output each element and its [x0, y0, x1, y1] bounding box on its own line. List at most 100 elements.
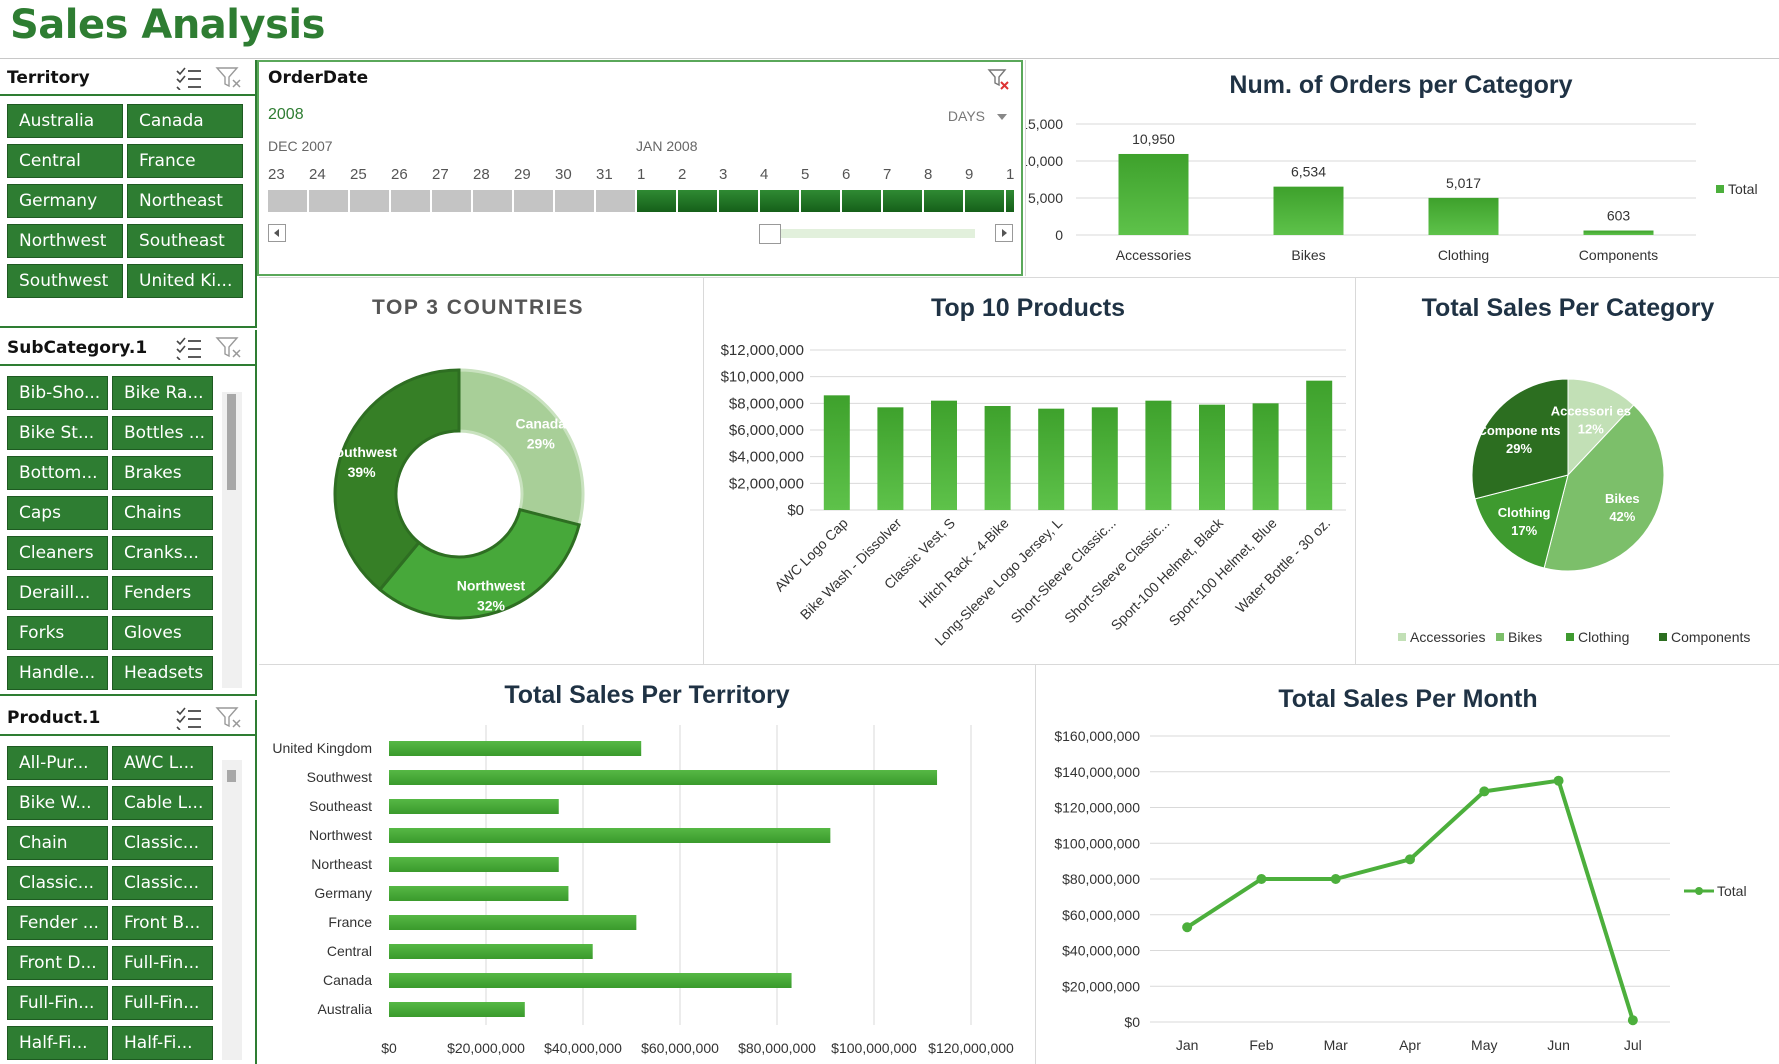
slicer-tile[interactable]: Full-Fin...: [112, 946, 213, 980]
multi-select-icon[interactable]: [175, 336, 203, 360]
slicer-tile[interactable]: United Ki...: [127, 264, 243, 298]
slicer-tile[interactable]: Southwest: [7, 264, 123, 298]
bar[interactable]: [389, 973, 792, 988]
slicer-tile[interactable]: Cleaners: [7, 536, 108, 570]
slicer-tile[interactable]: Full-Fin...: [7, 986, 108, 1020]
slicer-tile[interactable]: Northeast: [127, 184, 243, 218]
pie-slice[interactable]: [1471, 378, 1569, 500]
bar[interactable]: [1118, 153, 1189, 235]
data-point[interactable]: [1405, 854, 1415, 865]
bar[interactable]: [389, 1002, 525, 1017]
scroll-left-button[interactable]: [268, 224, 286, 242]
slicer-tile[interactable]: Cranks...: [112, 536, 213, 570]
timeline-day-segment[interactable]: [555, 190, 596, 212]
timeline-day-segment[interactable]: [678, 190, 719, 212]
slicer-tile[interactable]: All-Pur...: [7, 746, 108, 780]
data-point[interactable]: [1553, 775, 1564, 786]
timeline-day-segment[interactable]: [473, 190, 514, 212]
slicer-tile[interactable]: Northwest: [7, 224, 123, 258]
pie-slice[interactable]: [1567, 378, 1635, 477]
slicer-tile[interactable]: Bib-Sho...: [7, 376, 108, 410]
slicer-tile[interactable]: Bottom...: [7, 456, 108, 490]
slicer-tile[interactable]: Deraill...: [7, 576, 108, 610]
chevron-down-icon[interactable]: [997, 114, 1007, 120]
bar[interactable]: [1038, 408, 1065, 510]
slicer-tile[interactable]: Bike W...: [7, 786, 108, 820]
pie-slice[interactable]: [1474, 474, 1569, 569]
timeline-day-segment[interactable]: [596, 190, 637, 212]
slicer-tile[interactable]: Bottles ...: [112, 416, 213, 450]
bar[interactable]: [1091, 407, 1118, 510]
timeline-scroll-thumb[interactable]: [759, 224, 781, 244]
slicer-tile[interactable]: Headsets: [112, 656, 213, 690]
slicer-tile[interactable]: AWC L...: [112, 746, 213, 780]
slicer-tile[interactable]: Gloves: [112, 616, 213, 650]
slicer-tile[interactable]: Brakes: [112, 456, 213, 490]
slicer-tile[interactable]: Fender ...: [7, 906, 108, 940]
slicer-tile[interactable]: Germany: [7, 184, 123, 218]
slicer-tile[interactable]: Classic...: [112, 826, 213, 860]
donut-slice[interactable]: [333, 368, 461, 592]
slicer-tile[interactable]: Caps: [7, 496, 108, 530]
data-point[interactable]: [1627, 1015, 1638, 1026]
slicer-tile[interactable]: France: [127, 144, 243, 178]
bar[interactable]: [1199, 404, 1225, 510]
bar[interactable]: [823, 395, 850, 510]
bar[interactable]: [877, 407, 904, 510]
bar[interactable]: [1273, 186, 1344, 235]
subcategory-scroll-thumb[interactable]: [227, 394, 236, 490]
clear-filter-icon[interactable]: [215, 66, 243, 90]
clear-filter-icon[interactable]: [215, 336, 243, 360]
slicer-tile[interactable]: Fenders: [112, 576, 213, 610]
scroll-right-button[interactable]: [995, 224, 1013, 242]
multi-select-icon[interactable]: [175, 706, 203, 730]
timeline-scroll-track[interactable]: [779, 229, 975, 238]
donut-slice[interactable]: [457, 368, 585, 527]
timeline-level-dropdown[interactable]: DAYS: [947, 108, 985, 124]
slicer-tile[interactable]: Classic...: [112, 866, 213, 900]
bar[interactable]: [389, 741, 642, 756]
timeline-day-segment[interactable]: [309, 190, 350, 212]
bar[interactable]: [1306, 380, 1333, 510]
timeline-day-segment[interactable]: [432, 190, 473, 212]
bar[interactable]: [931, 400, 957, 510]
product-scrollbar[interactable]: [222, 760, 242, 1060]
data-point[interactable]: [1182, 922, 1193, 933]
timeline-day-segment[interactable]: [883, 190, 924, 212]
data-point[interactable]: [1330, 874, 1341, 884]
slicer-tile[interactable]: Half-Fi...: [7, 1026, 108, 1060]
clear-filter-icon[interactable]: [215, 706, 243, 730]
subcategory-scrollbar[interactable]: [222, 392, 242, 688]
slicer-tile[interactable]: Half-Fi...: [112, 1026, 213, 1060]
timeline-day-segment[interactable]: [719, 190, 760, 212]
pie-slice[interactable]: [1543, 404, 1665, 572]
bar[interactable]: [1428, 197, 1499, 235]
slicer-tile[interactable]: Chains: [112, 496, 213, 530]
slicer-tile[interactable]: Australia: [7, 104, 123, 138]
data-point[interactable]: [1256, 874, 1267, 884]
bar[interactable]: [389, 886, 569, 901]
slicer-tile[interactable]: Forks: [7, 616, 108, 650]
slicer-tile[interactable]: Chain: [7, 826, 108, 860]
series-line[interactable]: [1186, 778, 1635, 1021]
donut-slice[interactable]: [377, 507, 581, 620]
timeline-day-segment[interactable]: [391, 190, 432, 212]
slicer-tile[interactable]: Full-Fin...: [112, 986, 213, 1020]
bar[interactable]: [1145, 400, 1172, 510]
bar[interactable]: [984, 406, 1011, 510]
slicer-tile[interactable]: Handle...: [7, 656, 108, 690]
slicer-tile[interactable]: Southeast: [127, 224, 243, 258]
timeline-day-segment[interactable]: [268, 190, 309, 212]
timeline-day-segment[interactable]: [1006, 190, 1016, 212]
bar[interactable]: [389, 770, 938, 785]
timeline-day-segment[interactable]: [801, 190, 842, 212]
clear-filter-icon[interactable]: [987, 68, 1011, 92]
slicer-tile[interactable]: Canada: [127, 104, 243, 138]
slicer-tile[interactable]: Bike Ra...: [112, 376, 213, 410]
multi-select-icon[interactable]: [175, 66, 203, 90]
timeline-day-segment[interactable]: [924, 190, 965, 212]
product-scroll-thumb[interactable]: [227, 770, 236, 782]
bar[interactable]: [389, 944, 593, 959]
bar[interactable]: [389, 915, 637, 930]
slicer-tile[interactable]: Front D...: [7, 946, 108, 980]
